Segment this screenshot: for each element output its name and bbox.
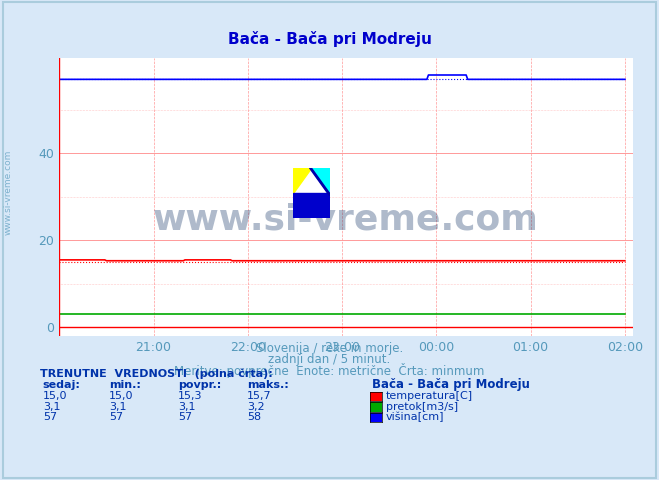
Polygon shape: [293, 168, 312, 193]
Text: pretok[m3/s]: pretok[m3/s]: [386, 402, 457, 412]
Text: višina[cm]: višina[cm]: [386, 412, 444, 422]
Text: 15,0: 15,0: [43, 391, 67, 401]
Text: 15,3: 15,3: [178, 391, 202, 401]
Polygon shape: [293, 193, 330, 218]
Text: Bača - Bača pri Modreju: Bača - Bača pri Modreju: [372, 378, 530, 391]
Polygon shape: [312, 168, 330, 193]
Text: 58: 58: [247, 412, 261, 422]
Text: Meritve: povprečne  Enote: metrične  Črta: minmum: Meritve: povprečne Enote: metrične Črta:…: [175, 363, 484, 378]
Text: www.si-vreme.com: www.si-vreme.com: [153, 202, 539, 236]
Text: min.:: min.:: [109, 380, 140, 390]
Text: 57: 57: [109, 412, 123, 422]
Text: povpr.:: povpr.:: [178, 380, 221, 390]
Text: 57: 57: [178, 412, 192, 422]
Text: 3,1: 3,1: [109, 402, 127, 412]
Text: Slovenija / reke in morje.: Slovenija / reke in morje.: [256, 342, 403, 355]
Text: 3,1: 3,1: [178, 402, 196, 412]
Text: zadnji dan / 5 minut.: zadnji dan / 5 minut.: [268, 353, 391, 366]
Text: www.si-vreme.com: www.si-vreme.com: [4, 149, 13, 235]
Text: Bača - Bača pri Modreju: Bača - Bača pri Modreju: [227, 31, 432, 47]
Text: 15,0: 15,0: [109, 391, 133, 401]
Polygon shape: [310, 168, 330, 196]
Text: 57: 57: [43, 412, 57, 422]
Text: 3,1: 3,1: [43, 402, 61, 412]
Text: 3,2: 3,2: [247, 402, 265, 412]
Text: TRENUTNE  VREDNOSTI  (polna črta):: TRENUTNE VREDNOSTI (polna črta):: [40, 368, 272, 379]
Text: maks.:: maks.:: [247, 380, 289, 390]
Text: sedaj:: sedaj:: [43, 380, 80, 390]
Text: temperatura[C]: temperatura[C]: [386, 391, 473, 401]
Text: 15,7: 15,7: [247, 391, 272, 401]
